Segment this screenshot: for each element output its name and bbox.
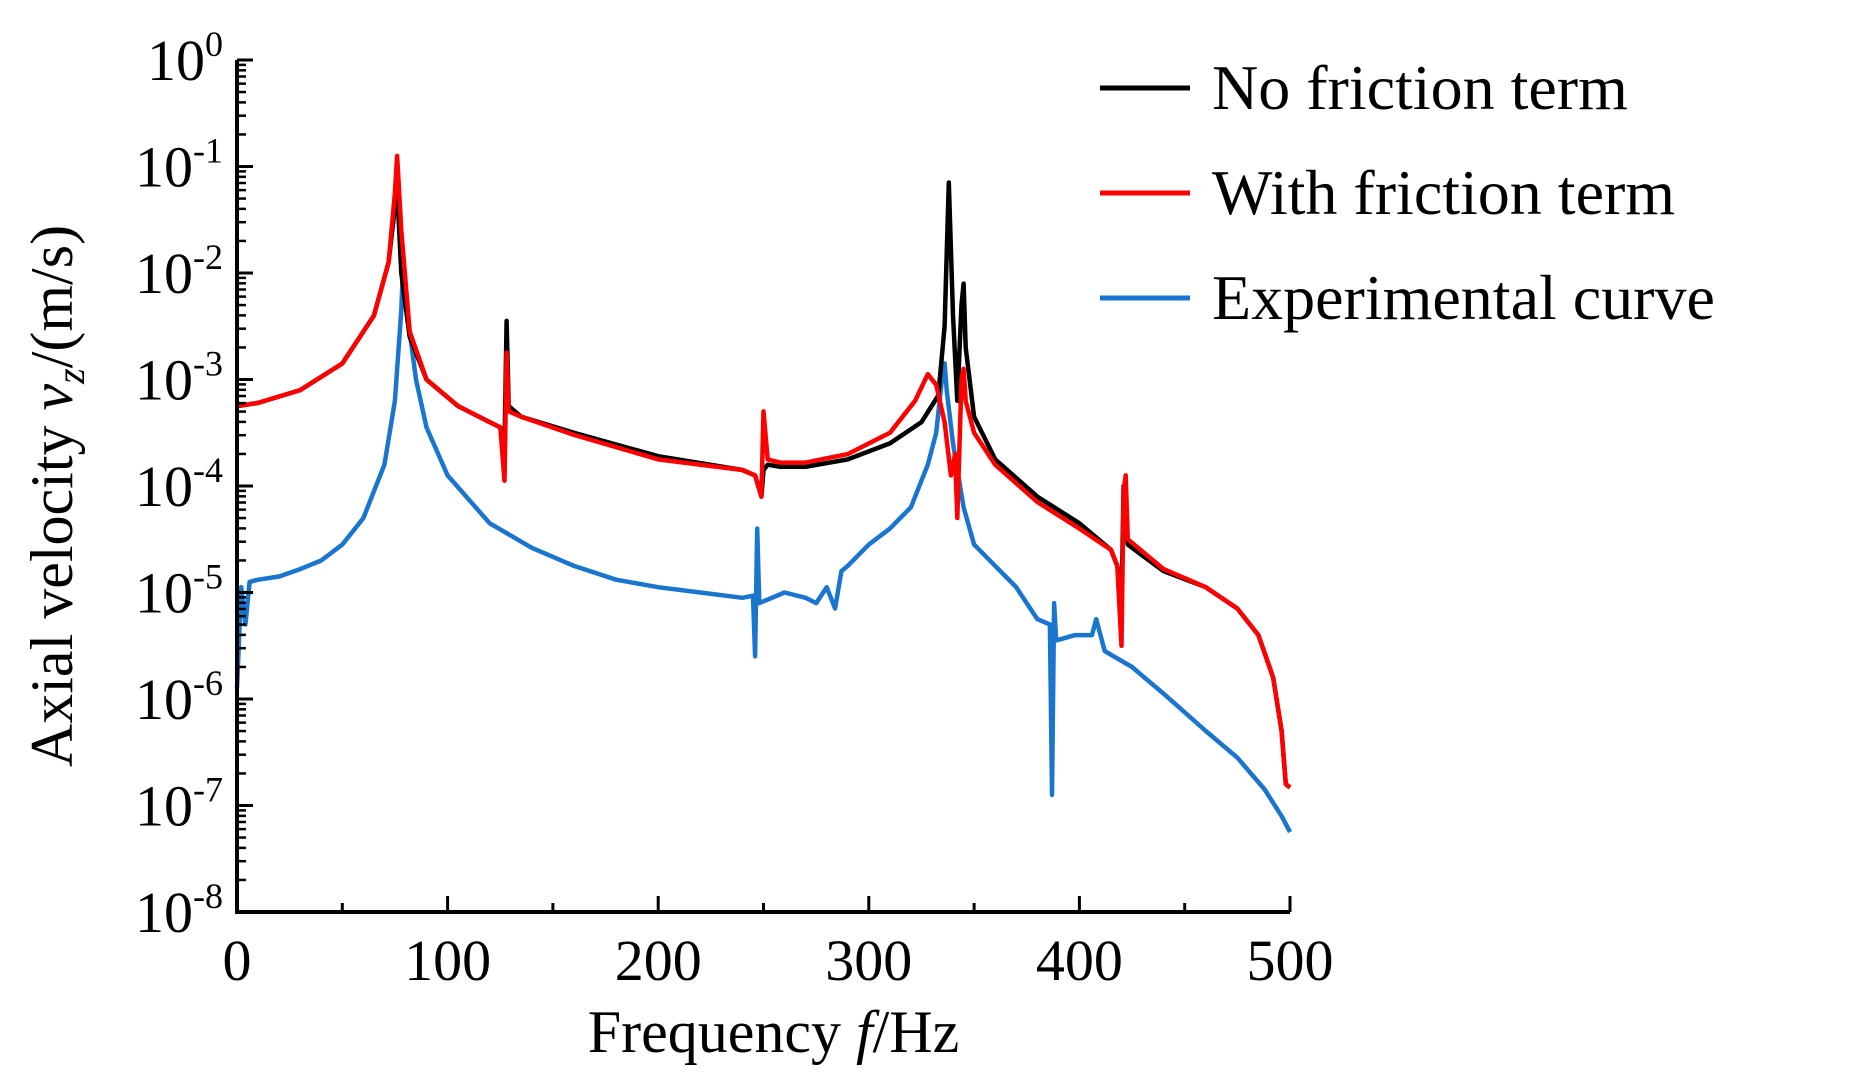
legend-label: No friction term [1212,52,1628,123]
x-tick-label: 0 [223,928,252,993]
x-tick-label: 200 [615,928,702,993]
x-tick-label: 500 [1247,928,1334,993]
legend: No friction term With friction term Experi… [1100,52,1715,333]
x-axis-title: Frequency f/Hz [588,999,960,1065]
y-tick-label: 10-4 [135,450,223,519]
y-axis-title: Axial velocity vz/(m/s) [19,225,93,767]
series-line-with-friction-term [236,153,1292,790]
y-tick-label: 10-2 [135,237,223,306]
y-tick-label: 100 [147,24,223,93]
x-tick-label: 400 [1036,928,1123,993]
x-tick-label: 300 [825,928,912,993]
x-tick-label: 100 [404,928,491,993]
y-tick-label: 10-3 [135,344,223,413]
y-tick-label: 10-5 [135,557,223,626]
y-tick-label: 10-6 [135,663,223,732]
legend-label: With friction term [1212,157,1675,228]
y-tick-label: 10-7 [135,770,223,839]
y-tick-label: 10-8 [135,876,223,945]
axes: 0 100 200 300 400 500 100 10-1 10-2 10-3 10-4 10-5 1… [19,24,1334,1065]
series-line-experimental-curve [234,254,1292,834]
legend-label: Experimental curve [1212,262,1715,333]
y-tick-label: 10-1 [135,131,223,200]
plot-lines [234,153,1292,834]
